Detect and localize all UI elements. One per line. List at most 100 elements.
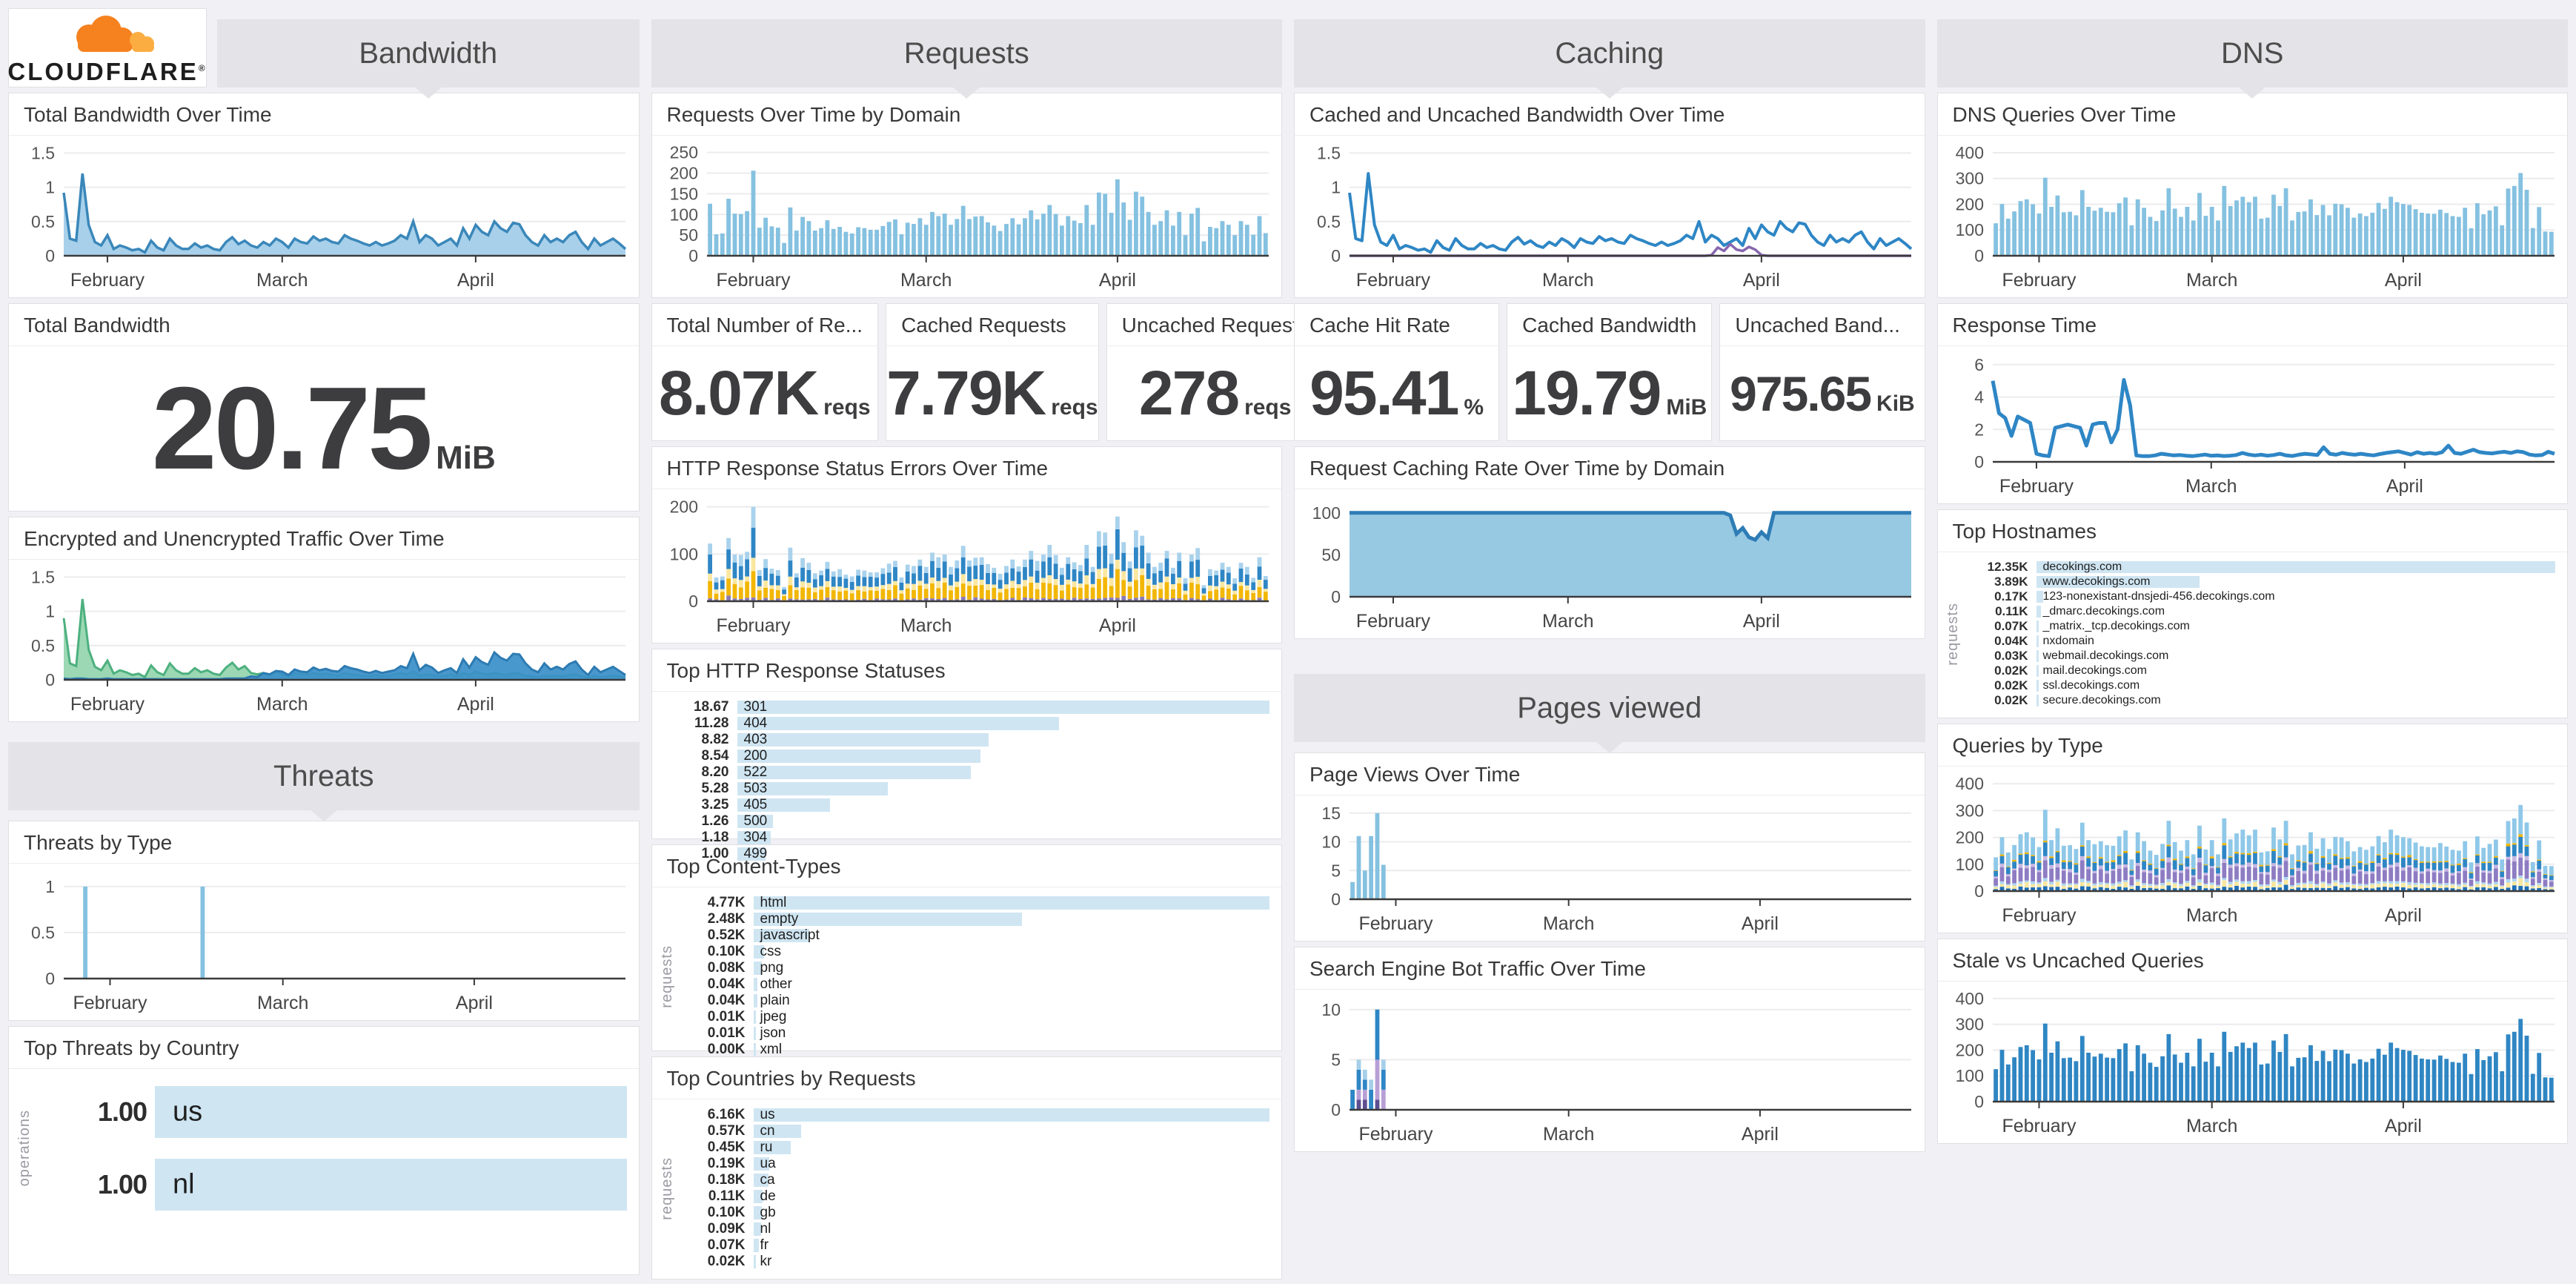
list-row[interactable]: 0.02K ssl.decokings.com [1965,678,2556,693]
list-row[interactable]: 5.28 503 [663,781,1270,797]
row-value: 3.89K [1994,575,2028,589]
list-row[interactable]: 18.67 301 [663,699,1269,715]
list-row[interactable]: 0.11K de [679,1188,1270,1205]
list-row[interactable]: 0.10K css [679,944,1270,960]
row-label: nl [173,1168,195,1200]
row-bar [737,798,830,812]
list-row[interactable]: 0.04K nxdomain [1965,634,2556,649]
list-row[interactable]: 0.11K _dmarc.decokings.com [1965,604,2556,619]
list-row[interactable]: 3.25 405 [663,797,1270,813]
row-label: cn [760,1123,775,1139]
list-row[interactable]: 0.02K kr [679,1254,1270,1270]
stat-value: 278 [1138,358,1240,428]
svg-text:0.5: 0.5 [1317,212,1341,231]
hbar-list: operations 1.00 us 1.00 nl [9,1069,639,1225]
list-row[interactable]: 0.19K ua [679,1156,1270,1172]
request-caching-rate-chart[interactable]: 0 50 100 February March April [1295,489,1925,638]
http-errors-chart[interactable]: 0 100 200 February March April [652,489,1282,643]
svg-text:100: 100 [1955,855,1983,874]
list-row[interactable]: 0.01K jpeg [679,1009,1270,1025]
list-row[interactable]: 0.07K _matrix._tcp.decokings.com [1965,619,2556,634]
svg-text:0.5: 0.5 [31,212,55,231]
section-header-label: Caching [1555,36,1664,70]
panel-title: Top Hostnames [1937,510,2567,552]
list-row[interactable]: 12.35K decokings.com [1965,560,2555,575]
response-time-chart[interactable]: 0 2 4 6 February March April [1938,346,2568,503]
svg-text:February: February [73,993,147,1013]
list-row[interactable]: 0.10K gb [679,1205,1270,1221]
list-row[interactable]: 6.16K us [679,1107,1269,1123]
list-row[interactable]: 2.48K empty [679,911,1270,927]
row-value: 0.02K [1994,693,2028,707]
total-bandwidth-over-time-chart[interactable]: 0 0.5 1 1.5 February March April [9,136,639,297]
row-value: 1.00 [97,1169,147,1199]
hbar-list: requests 12.35K decokings.com 3.89K www.deco… [1938,552,2568,717]
row-label: ca [760,1172,775,1188]
svg-text:March: March [2185,905,2237,926]
list-row[interactable]: 0.57K cn [679,1123,1270,1139]
list-row[interactable]: 1.00 nl [36,1154,627,1216]
row-label: 304 [743,830,768,845]
list-row[interactable]: 0.52K javascript [679,927,1270,944]
list-row[interactable]: 0.04K plain [679,993,1270,1009]
svg-text:February: February [1358,1124,1433,1145]
threats-by-type-chart[interactable]: 0 0.5 1 February March April [9,864,639,1020]
top-threats-by-country-list[interactable]: operations 1.00 us 1.00 nl [9,1069,639,1274]
list-row[interactable]: 1.26 500 [663,813,1270,830]
row-bar [753,1222,761,1236]
search-bot-traffic-chart[interactable]: 0 5 10 February March April [1295,990,1925,1151]
page-views-chart[interactable]: 0 5 10 15 February March April [1295,795,1925,941]
list-row[interactable]: 0.00K xml [679,1042,1270,1058]
list-row[interactable]: 0.02K secure.decokings.com [1965,693,2556,708]
panel-title: Cached Requests [886,304,1098,346]
top-content-types-list[interactable]: requests 4.77K html 2.48K empty 0.52K javascri… [652,887,1282,1057]
cached-uncached-bandwidth-chart[interactable]: 0 0.5 1 1.5 February March April [1295,136,1925,297]
encrypted-unencrypted-chart[interactable]: 0 0.5 1 1.5 February March April [9,560,639,721]
list-row[interactable]: 0.09K nl [679,1221,1270,1237]
list-row[interactable]: 0.01K json [679,1025,1270,1042]
list-row[interactable]: 1.00 499 [663,846,1270,862]
list-row[interactable]: 8.54 200 [663,748,1270,764]
row-label: secure.decokings.com [2042,694,2161,706]
svg-text:0: 0 [45,670,55,689]
svg-text:5: 5 [1331,861,1341,880]
svg-text:April: April [2384,905,2421,926]
row-label: 404 [743,715,768,731]
svg-text:0: 0 [45,246,55,265]
column-caching: Caching Cached and Uncached Bandwidth Ov… [1294,8,1925,1276]
list-row[interactable]: 0.08K png [679,960,1270,976]
list-row[interactable]: 3.89K www.decokings.com [1965,575,2556,589]
panel-total-bandwidth-over-time: Total Bandwidth Over Time 0 0.5 1 1.5 Februa… [8,93,640,298]
requests-over-time-chart[interactable]: 0 50 100 150 200 250 February March April [652,136,1282,297]
queries-by-type-chart[interactable]: 0 100 200 300 400 February March April [1938,767,2568,933]
top-http-statuses-list[interactable]: 18.67 301 11.28 404 8.82 403 8.54 200 8.20 522 5.2… [652,692,1282,861]
list-row[interactable]: 0.07K fr [679,1237,1270,1254]
list-row[interactable]: 1.00 us [36,1081,627,1143]
list-row[interactable]: 1.18 304 [663,830,1270,846]
row-value: 0.19K [707,1156,746,1171]
list-row[interactable]: 0.45K ru [679,1139,1270,1156]
svg-text:1: 1 [45,178,55,197]
top-hostnames-list[interactable]: requests 12.35K decokings.com 3.89K www.deco… [1938,552,2568,718]
dns-queries-chart[interactable]: 0 100 200 300 400 February March April [1938,136,2568,297]
stale-uncached-queries-chart[interactable]: 0 100 200 300 400 February March April [1938,982,2568,1143]
list-row[interactable]: 0.03K webmail.decokings.com [1965,649,2556,663]
list-row[interactable]: 0.04K other [679,976,1270,993]
list-row[interactable]: 8.82 403 [663,732,1270,748]
panel-title: Cached Bandwidth [1507,304,1712,346]
list-row[interactable]: 0.18K ca [679,1172,1270,1188]
panel-uncached-requests: Uncached Requests 278 reqs [1106,303,1324,441]
list-row[interactable]: 4.77K html [679,895,1269,911]
hbar-list: requests 4.77K html 2.48K empty 0.52K javascri… [652,887,1282,1067]
top-countries-list[interactable]: requests 6.16K us 0.57K cn 0.45K ru 0.19K ua 0.18… [652,1099,1282,1279]
row-value: 0.02K [707,1254,746,1269]
row-label: 499 [743,846,768,861]
svg-text:February: February [716,270,791,291]
axis-label: requests [659,944,675,1008]
list-row[interactable]: 0.02K mail.decokings.com [1965,663,2556,678]
list-row[interactable]: 0.17K 123-nonexistant-dnsjedi-456.decokin… [1965,589,2556,604]
row-bar [2036,576,2200,588]
list-row[interactable]: 8.20 522 [663,764,1270,781]
panel-title: Uncached Requests [1106,304,1324,346]
list-row[interactable]: 11.28 404 [663,715,1270,732]
